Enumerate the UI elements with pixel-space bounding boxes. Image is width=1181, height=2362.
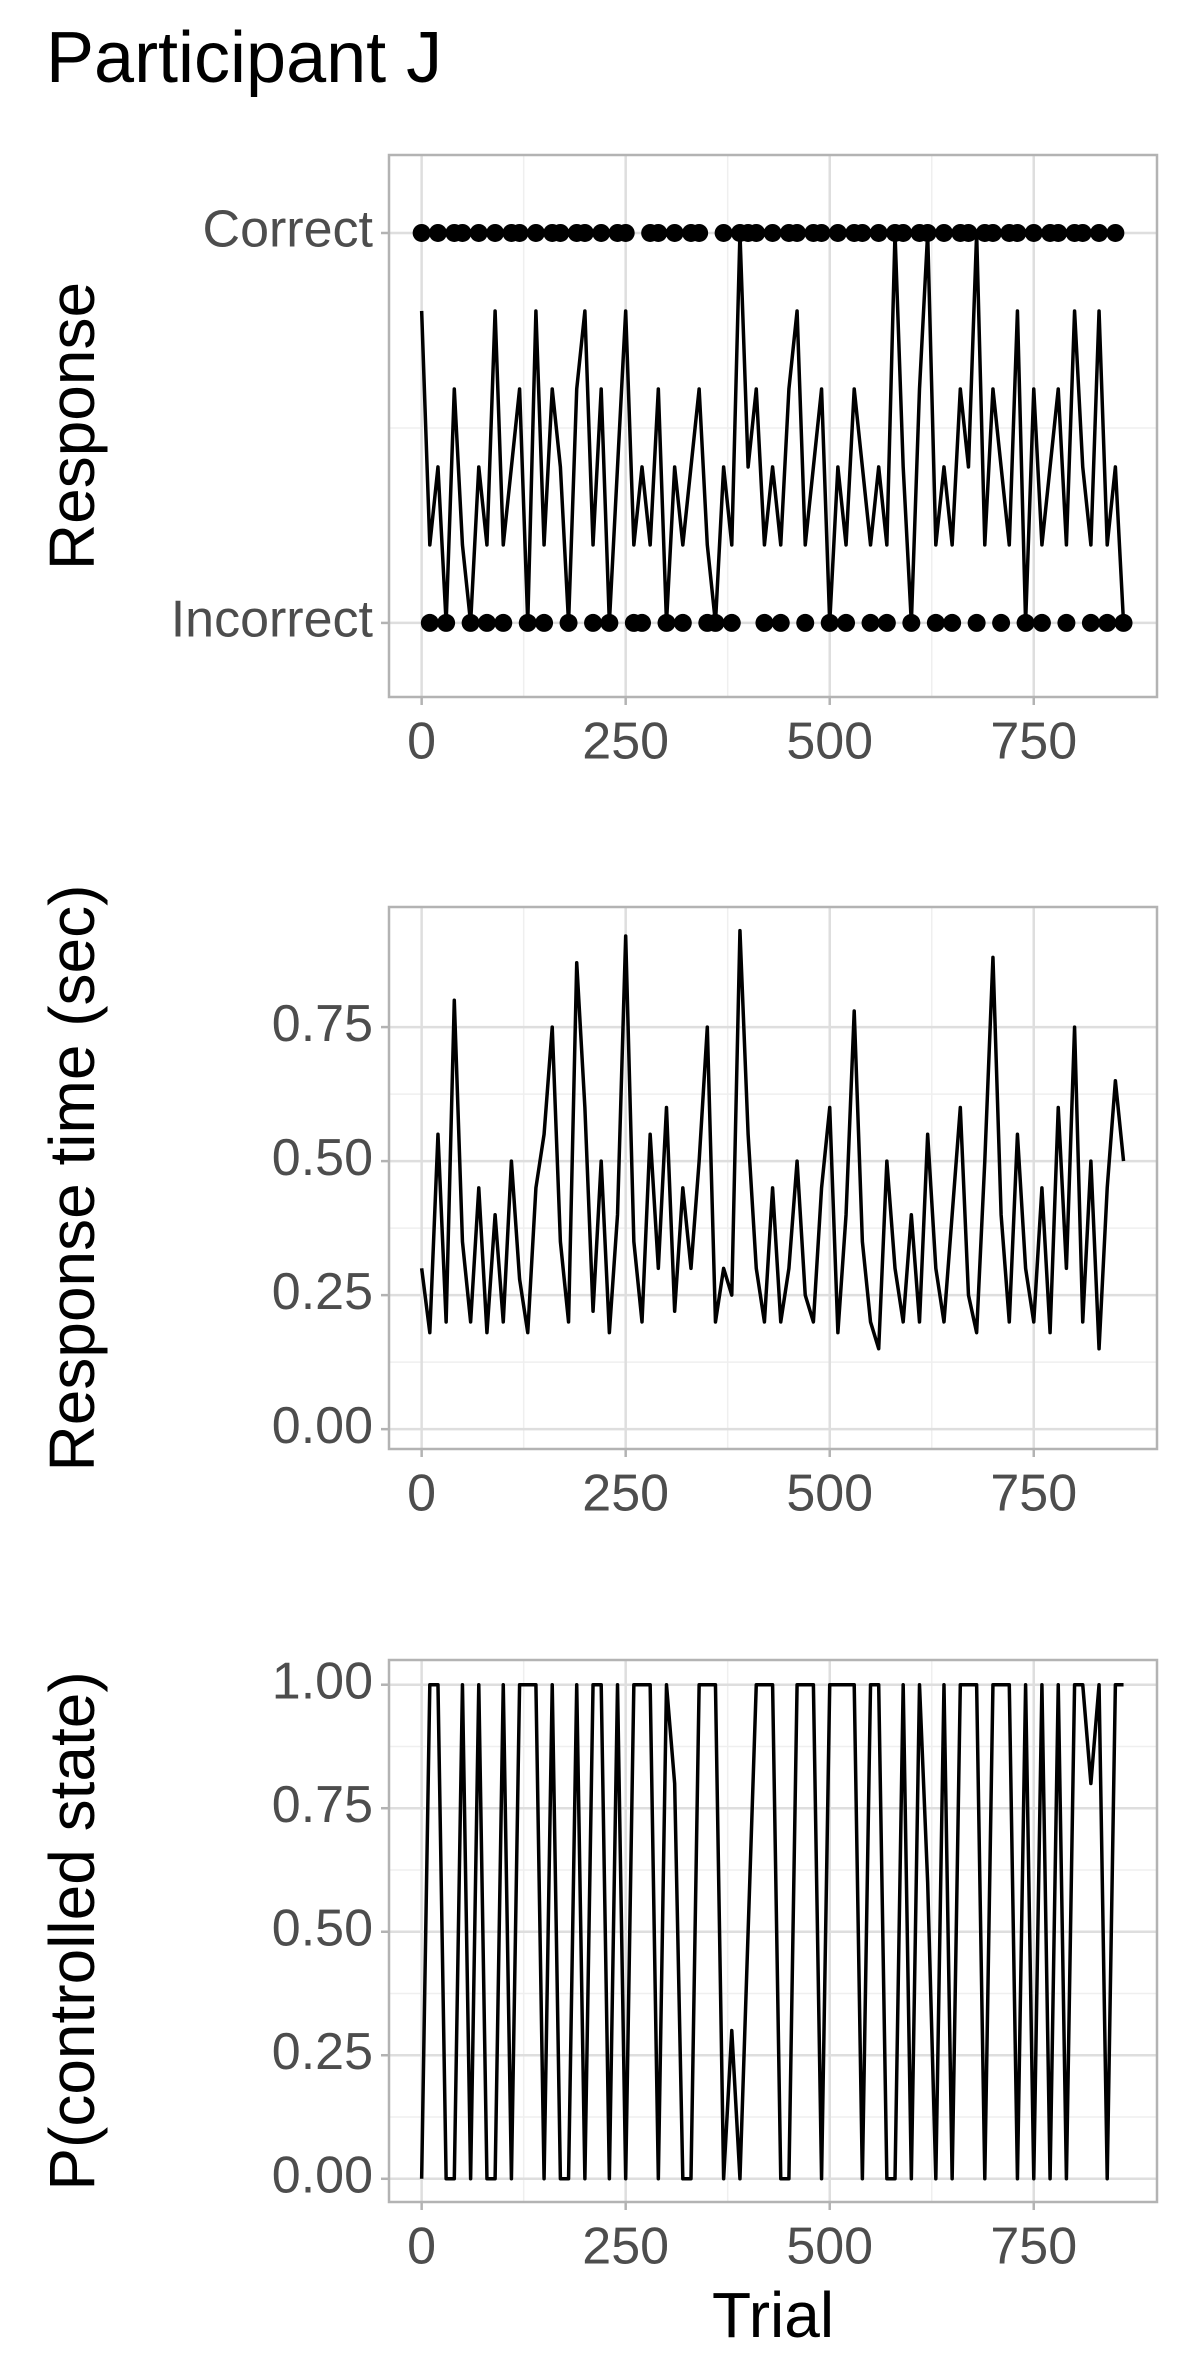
panel-border bbox=[387, 1658, 1159, 2204]
y-axis-title: P(controlled state) bbox=[36, 1671, 108, 2190]
response-point bbox=[788, 223, 807, 242]
x-tick-label: 0 bbox=[407, 1465, 436, 1523]
y-tick-label: Correct bbox=[203, 201, 374, 259]
series-line bbox=[419, 928, 1126, 1351]
response-point bbox=[967, 613, 986, 632]
panel-background bbox=[389, 907, 1157, 1449]
y-tick-label: 0.00 bbox=[272, 2147, 373, 2205]
response-point bbox=[477, 613, 496, 632]
panel-border bbox=[387, 905, 1159, 1451]
y-tick-label: Incorrect bbox=[171, 591, 374, 649]
response-point bbox=[592, 223, 611, 242]
x-tick-label: 500 bbox=[786, 1465, 873, 1523]
response-point bbox=[837, 613, 856, 632]
y-axis-title: Response bbox=[36, 282, 108, 570]
series-line bbox=[419, 231, 1126, 625]
response-point bbox=[853, 223, 872, 242]
panel-border bbox=[387, 153, 1159, 699]
response-point bbox=[690, 223, 709, 242]
response-point bbox=[584, 613, 603, 632]
response-point bbox=[1098, 613, 1117, 632]
response-point bbox=[616, 223, 635, 242]
response-point bbox=[828, 223, 847, 242]
response-point bbox=[894, 223, 913, 242]
response-point bbox=[943, 613, 962, 632]
response-point bbox=[747, 223, 766, 242]
response-point bbox=[1049, 223, 1068, 242]
response-point bbox=[486, 223, 505, 242]
response-point bbox=[1106, 223, 1125, 242]
response-point bbox=[722, 613, 741, 632]
response-point bbox=[877, 613, 896, 632]
x-tick-label: 250 bbox=[582, 713, 669, 771]
response-point bbox=[469, 223, 488, 242]
response-point bbox=[861, 613, 880, 632]
x-tick-label: 500 bbox=[786, 713, 873, 771]
y-tick-label: 1.00 bbox=[272, 1652, 373, 1710]
x-tick-label: 250 bbox=[582, 1465, 669, 1523]
response-point bbox=[428, 223, 447, 242]
response-point bbox=[1057, 613, 1076, 632]
response-point bbox=[526, 223, 545, 242]
response-point bbox=[796, 613, 815, 632]
response-point bbox=[649, 223, 668, 242]
response-point bbox=[535, 613, 554, 632]
response-point bbox=[494, 613, 513, 632]
response-point bbox=[551, 223, 570, 242]
response-point bbox=[1024, 223, 1043, 242]
y-tick-label: 0.50 bbox=[272, 1899, 373, 1957]
y-tick-label: 0.25 bbox=[272, 1263, 373, 1321]
x-tick-label: 750 bbox=[990, 713, 1077, 771]
figure-title: Participant J bbox=[46, 18, 442, 98]
response-point bbox=[959, 223, 978, 242]
response-point bbox=[771, 613, 790, 632]
response-point bbox=[1114, 613, 1133, 632]
y-tick-label: 0.75 bbox=[272, 1776, 373, 1834]
response-point bbox=[673, 613, 692, 632]
response-point bbox=[1090, 223, 1109, 242]
response-point bbox=[1008, 223, 1027, 242]
response-point bbox=[755, 613, 774, 632]
x-tick-label: 250 bbox=[582, 2218, 669, 2276]
response-point bbox=[714, 223, 733, 242]
response-point bbox=[420, 613, 439, 632]
y-tick-label: 0.25 bbox=[272, 2023, 373, 2081]
response-point bbox=[992, 613, 1011, 632]
x-tick-label: 0 bbox=[407, 2218, 436, 2276]
response-point bbox=[1073, 223, 1092, 242]
response-point bbox=[453, 223, 472, 242]
response-point bbox=[812, 223, 831, 242]
response-point bbox=[665, 223, 684, 242]
response-point bbox=[575, 223, 594, 242]
response-point bbox=[633, 613, 652, 632]
response-point bbox=[412, 223, 431, 242]
response-point bbox=[926, 613, 945, 632]
response-point bbox=[510, 223, 529, 242]
x-tick-label: 750 bbox=[990, 1465, 1077, 1523]
x-tick-label: 500 bbox=[786, 2218, 873, 2276]
response-point bbox=[763, 223, 782, 242]
response-point bbox=[869, 223, 888, 242]
response-point bbox=[1032, 613, 1051, 632]
response-point bbox=[1081, 613, 1100, 632]
x-tick-label: 0 bbox=[407, 713, 436, 771]
y-tick-label: 0.75 bbox=[272, 995, 373, 1053]
response-point bbox=[934, 223, 953, 242]
response-point bbox=[983, 223, 1002, 242]
series-line bbox=[419, 1682, 1124, 2181]
y-axis-title: Response time (sec) bbox=[36, 885, 108, 1472]
y-tick-label: 0.00 bbox=[272, 1397, 373, 1455]
x-axis-title: Trial bbox=[712, 2279, 834, 2351]
y-tick-label: 0.50 bbox=[272, 1129, 373, 1187]
x-tick-label: 750 bbox=[990, 2218, 1077, 2276]
